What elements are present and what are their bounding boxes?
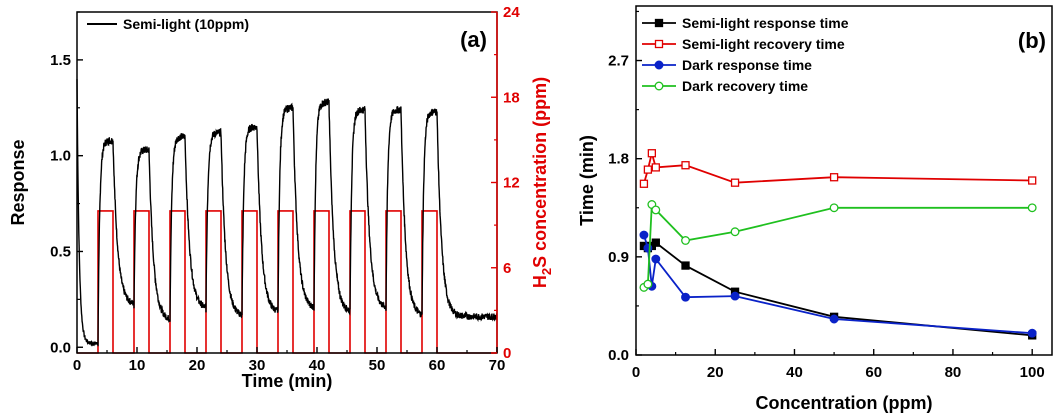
a-y2-tick-label: 0 [503,345,511,362]
a-x-ticks: 0 10 20 30 40 50 60 70 [73,347,506,374]
b-y-tick-label: 1.8 [608,151,629,168]
a-x-tick-label: 10 [129,357,146,374]
b-x-ticks: 0 20 40 60 80 100 [632,349,1045,381]
b-legend-marker-dark-response-time [654,60,664,70]
a-legend: Semi-light (10ppm) [87,16,249,32]
b-panel-label: (b) [1018,28,1046,53]
b-legend-label-semi-light-response-time: Semi-light response time [682,15,849,31]
b-point-semi-light-recovery-time [643,165,653,174]
b-point-semi-light-recovery-time [639,179,649,188]
a-y-tick-label: 0.5 [50,243,71,260]
b-legend-marker-semi-light-recovery-time [654,39,664,49]
b-point-dark-response-time [681,292,690,302]
b-point-dark-response-time [1027,328,1037,338]
b-plot-frame [635,5,1053,356]
a-y-tick-label: 1.5 [50,52,71,69]
b-x-axis-label: Concentration (ppm) [756,393,933,413]
b-line-dark-recovery-time [643,201,1033,289]
a-panel-label: (a) [460,27,487,52]
b-point-semi-light-recovery-time [1028,176,1037,185]
b-legend-label-dark-recovery-time: Dark recovery time [682,78,808,94]
a-y2-tick-label: 12 [503,175,520,192]
a-legend-label: Semi-light (10ppm) [123,16,249,32]
b-x-tick-label: 100 [1020,364,1045,381]
b-point-semi-light-recovery-time [829,173,839,182]
b-point-semi-light-response-time [681,261,690,270]
b-legend: Semi-light response time Semi-light recov… [642,15,849,94]
a-plot-frame [76,11,498,354]
chart-a: 0 10 20 30 40 50 60 70 0.0 0.5 1.0 1.5 0 6 12 18 24 Ti… [8,4,554,391]
b-x-tick-label: 60 [865,364,882,381]
a-x-tick-label: 0 [73,357,81,374]
b-x-tick-label: 0 [632,364,640,381]
a-y2-tick-label: 6 [503,260,511,277]
a-x-tick-label: 20 [189,357,206,374]
b-point-dark-response-time [730,291,740,301]
a-x-tick-label: 40 [309,357,326,374]
b-point-semi-light-recovery-time [651,163,660,172]
b-point-dark-recovery-time [730,227,740,237]
b-y-ticks: 0.0 0.9 1.8 2.7 [608,10,642,364]
b-point-dark-response-time [829,314,839,324]
b-point-dark-response-time [651,254,661,264]
b-y-tick-label: 0.0 [608,347,629,364]
a-y-tick-label: 1.0 [50,148,71,165]
b-legend-label-semi-light-recovery-time: Semi-light recovery time [682,36,845,52]
a-y2-tick-label: 24 [503,4,520,21]
a-y2-label-subscript: 2 [539,268,554,275]
a-x-tick-label: 70 [489,357,506,374]
b-point-semi-light-recovery-time [647,149,656,158]
b-point-dark-recovery-time [643,279,653,289]
b-x-tick-label: 20 [707,364,724,381]
a-y2-axis-label: H2S concentration (ppm) [530,77,554,288]
b-x-tick-label: 80 [945,364,962,381]
a-y2-ticks: 0 6 12 18 24 [491,4,520,362]
b-legend-label-dark-response-time: Dark response time [682,57,812,73]
b-legend-marker-semi-light-response-time [654,18,664,28]
a-concentration-pulses [77,210,497,354]
a-response-line [76,79,498,347]
a-x-tick-label: 50 [369,357,386,374]
b-point-dark-recovery-time [681,236,690,245]
b-point-dark-response-time [639,230,649,240]
a-x-axis-label: Time (min) [242,371,333,391]
a-y2-label-suffix: S concentration (ppm) [530,77,550,268]
chart-b: 0 20 40 60 80 100 0.0 0.9 1.8 2.7 Concentration … [577,5,1053,413]
a-x-tick-label: 30 [249,357,266,374]
a-y2-label-prefix: H [530,275,550,288]
b-y-tick-label: 0.9 [608,249,629,266]
a-pulse-line [77,210,497,354]
b-point-semi-light-recovery-time [681,161,690,170]
b-point-dark-recovery-time [829,203,839,213]
b-y-axis-label: Time (min) [577,135,597,226]
a-y-tick-label: 0.0 [50,339,71,356]
a-x-tick-label: 60 [429,357,446,374]
b-y-tick-label: 2.7 [608,53,629,70]
a-y-ticks: 0.0 0.5 1.0 1.5 [50,11,83,356]
b-point-dark-recovery-time [651,205,661,215]
b-series-group [639,149,1037,340]
a-y-axis-label: Response [8,139,28,225]
b-point-semi-light-response-time [651,238,660,247]
b-legend-marker-dark-recovery-time [654,81,664,91]
a-y2-tick-label: 18 [503,89,520,106]
b-point-dark-recovery-time [1027,203,1037,213]
b-x-tick-label: 40 [786,364,803,381]
b-point-semi-light-recovery-time [730,178,740,187]
b-line-semi-light-response-time [643,241,1033,337]
